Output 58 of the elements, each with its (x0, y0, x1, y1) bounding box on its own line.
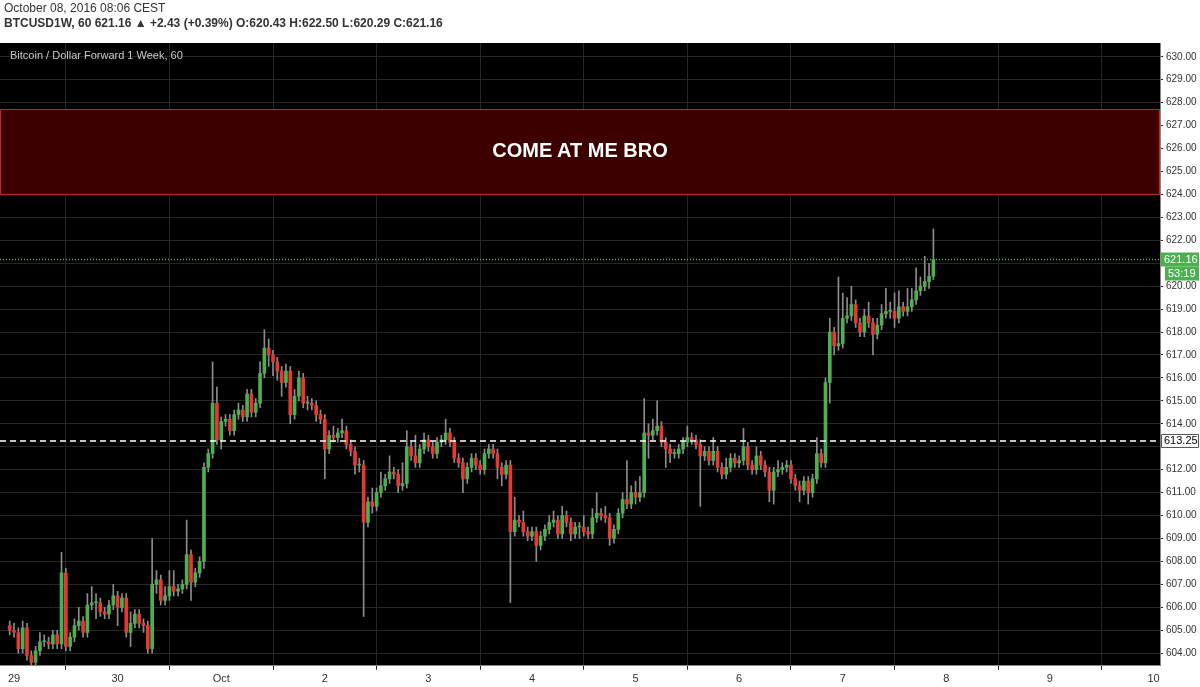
y-tick-label: 627.00 (1166, 119, 1198, 131)
x-tick-label: Oct (212, 672, 230, 685)
candlestick (625, 460, 629, 509)
x-tick-label: 5 (632, 672, 639, 685)
ref-line-label: 613.25 (1164, 434, 1198, 447)
candlestick (780, 462, 785, 475)
y-tick-label: 629.00 (1166, 73, 1198, 85)
candlestick (370, 487, 375, 514)
x-tick-label: 9 (1046, 672, 1053, 685)
x-tick-label: 3 (425, 672, 432, 685)
x-tick-label: 30 (111, 672, 124, 685)
x-tick-label: 4 (528, 672, 536, 685)
y-tick-label: 615.00 (1166, 394, 1198, 406)
text: October 08, 2016 08:06 CEST (4, 1, 167, 16)
x-tick-label: 10 (1147, 672, 1160, 685)
y-tick-label: 604.00 (1166, 646, 1198, 658)
candlestick (340, 418, 344, 438)
candlestick (581, 515, 586, 537)
y-tick-label: 625.00 (1166, 165, 1198, 177)
ref-line-label: 621.16 (1164, 252, 1198, 265)
candlestick (517, 515, 521, 528)
candlestick (599, 508, 603, 521)
x-tick-label: 8 (943, 672, 950, 685)
band-label: COME AT ME BRO (492, 139, 668, 162)
y-tick-label: 609.00 (1166, 532, 1198, 544)
y-tick-label: 610.00 (1166, 509, 1198, 521)
y-tick-label: 606.00 (1166, 601, 1198, 613)
y-tick-label: 614.00 (1166, 417, 1198, 429)
y-tick-label: 623.00 (1166, 211, 1198, 223)
candlestick (171, 570, 176, 597)
y-tick-label: 616.00 (1166, 371, 1198, 383)
x-tick-label: 6 (736, 672, 743, 685)
y-tick-label: 624.00 (1166, 188, 1198, 200)
y-tick-label: 622.00 (1166, 234, 1198, 246)
y-tick-label: 619.00 (1166, 302, 1198, 314)
x-tick-label: 7 (839, 672, 846, 685)
y-tick-label: 630.00 (1166, 50, 1198, 62)
x-tick-label: 2 (321, 672, 328, 685)
y-tick-label: 626.00 (1166, 142, 1198, 154)
candlestick (698, 439, 703, 507)
y-tick-label: 618.00 (1166, 325, 1198, 337)
y-tick-label: 608.00 (1166, 555, 1198, 567)
candlestick (655, 400, 659, 436)
chart-subtitle: BTCUSD1W, 60 621.16 ▲ +2.43 (+0.39%) O:620.43 H:622.50 L:620.29 C:621.16 (4, 16, 444, 31)
y-tick-label: 612.00 (1166, 463, 1198, 475)
y-tick-label: 607.00 (1166, 578, 1198, 590)
y-tick-label: 628.00 (1166, 96, 1198, 108)
y-tick-label: 620.00 (1166, 279, 1198, 291)
x-tick-label: 29 (7, 672, 21, 685)
candlestick (176, 584, 180, 597)
candlestick (663, 437, 668, 468)
text: 53:19 (1168, 266, 1196, 279)
y-tick-label: 617.00 (1166, 348, 1198, 360)
y-tick-label: 605.00 (1166, 623, 1198, 635)
y-tick-label: 611.00 (1166, 486, 1197, 498)
text: Bitcoin / Dollar Forward 1 Week, 60 (10, 49, 183, 62)
candlestick (102, 606, 107, 620)
candlestick (594, 492, 599, 523)
